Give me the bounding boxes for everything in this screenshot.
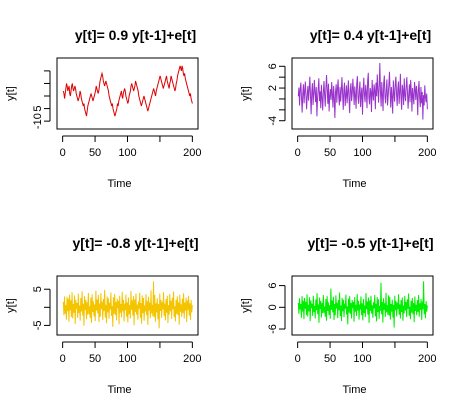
y-tick-label: -10 bbox=[32, 113, 44, 129]
panel-title: y[t]= 0.9 y[t-1]+e[t] bbox=[75, 27, 196, 43]
x-tick-label: 100 bbox=[353, 147, 371, 159]
series-line bbox=[62, 65, 193, 117]
y-tick-label: 5 bbox=[32, 286, 44, 292]
y-axis-label: y[t] bbox=[240, 298, 252, 313]
panel-2: y[t]= 0.4 y[t-1]+e[t] 0 50 100 200 -4 2 6 Time y[… bbox=[240, 27, 437, 190]
y-axis-label: y[t] bbox=[240, 86, 252, 101]
x-tick-label: 200 bbox=[183, 147, 201, 159]
plot-box bbox=[291, 57, 434, 130]
x-tick-label: 50 bbox=[89, 147, 101, 159]
y-tick-label: -5 bbox=[32, 321, 44, 331]
panel-title: y[t]= -0.8 y[t-1]+e[t] bbox=[72, 235, 198, 251]
x-tick-label: 0 bbox=[295, 147, 301, 159]
y-tick-label: 5 bbox=[32, 106, 44, 112]
x-tick-label: 50 bbox=[89, 353, 101, 365]
x-tick-label: 0 bbox=[295, 353, 301, 365]
y-tick-label: 6 bbox=[267, 63, 279, 69]
x-axis-label: Time bbox=[107, 178, 131, 190]
series-line bbox=[297, 281, 428, 328]
panel-title: y[t]= -0.5 y[t-1]+e[t] bbox=[307, 235, 433, 251]
y-tick-label: -6 bbox=[267, 324, 279, 334]
plot-box bbox=[56, 275, 199, 336]
x-axis-label: Time bbox=[107, 384, 131, 396]
series-line bbox=[62, 281, 193, 329]
x-axis-label: Time bbox=[342, 384, 366, 396]
panel-4: y[t]= -0.5 y[t-1]+e[t] 0 50 100 200 -6 0 6 Time y… bbox=[240, 235, 437, 396]
y-axis-label: y[t] bbox=[5, 86, 17, 101]
y-tick-label: 2 bbox=[267, 85, 279, 91]
plot-box bbox=[56, 57, 199, 130]
y-tick-label: 0 bbox=[267, 304, 279, 310]
x-tick-label: 100 bbox=[118, 353, 136, 365]
plot-box bbox=[291, 275, 434, 336]
x-tick-label: 200 bbox=[418, 147, 436, 159]
y-axis-label: y[t] bbox=[5, 298, 17, 313]
series-line bbox=[297, 63, 428, 120]
panel-1: y[t]= 0.9 y[t-1]+e[t] 0 50 100 200 -105 Time y[… bbox=[5, 27, 202, 190]
x-tick-label: 0 bbox=[60, 353, 66, 365]
x-axis-label: Time bbox=[342, 178, 366, 190]
x-tick-label: 200 bbox=[183, 353, 201, 365]
x-tick-label: 200 bbox=[418, 353, 436, 365]
x-tick-label: 50 bbox=[324, 147, 336, 159]
x-tick-label: 0 bbox=[60, 147, 66, 159]
panel-title: y[t]= 0.4 y[t-1]+e[t] bbox=[310, 27, 431, 43]
panel-3: y[t]= -0.8 y[t-1]+e[t] 0 50 100 200 -5 5 Time y[… bbox=[5, 235, 202, 396]
y-tick-label: -4 bbox=[267, 116, 279, 126]
x-tick-label: 100 bbox=[353, 353, 371, 365]
x-tick-label: 50 bbox=[324, 353, 336, 365]
x-tick-label: 100 bbox=[118, 147, 136, 159]
y-tick-label: 6 bbox=[267, 283, 279, 289]
